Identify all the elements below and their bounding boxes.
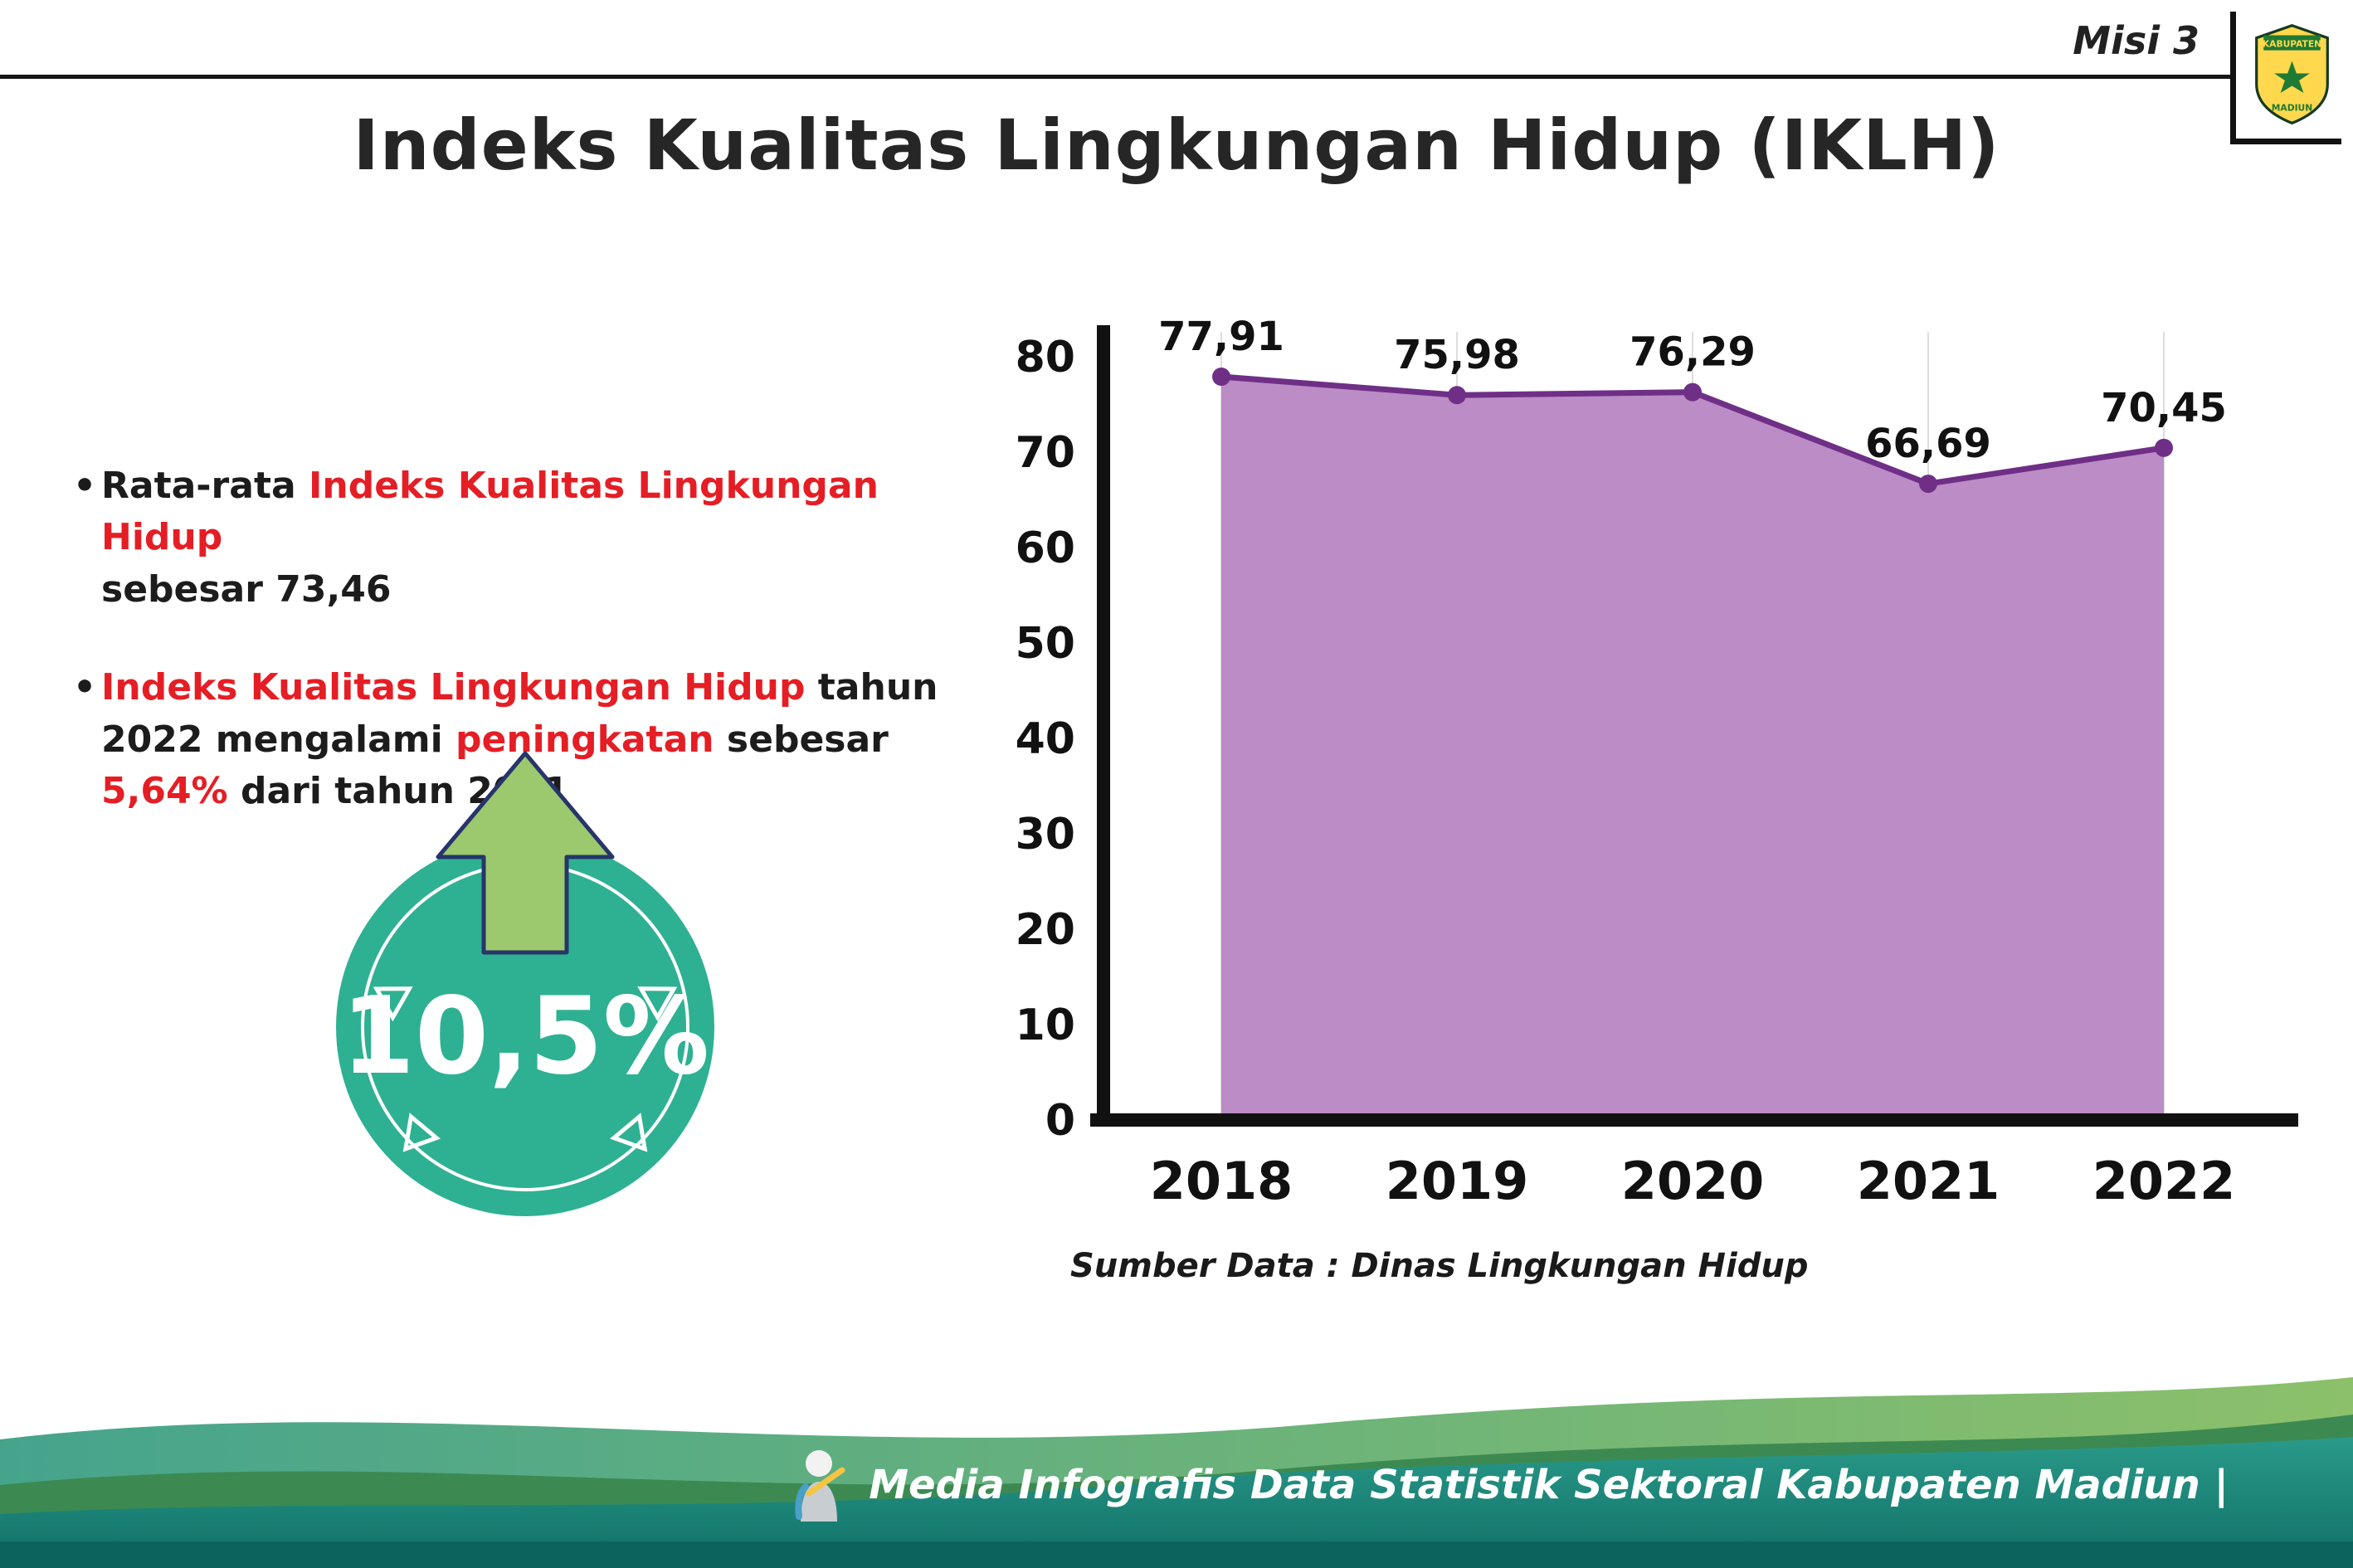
increase-badge: 10,5%: [314, 741, 737, 1222]
chart-value-label: 76,29: [1630, 329, 1756, 376]
y-axis-tick-label: 10: [1016, 1001, 1075, 1050]
bullet1-seg1: Rata-rata: [101, 465, 309, 507]
logo-banner: [2263, 35, 2321, 51]
footer-wave-graphic: [0, 1377, 2353, 1568]
chart-value-label: 77,91: [1158, 314, 1284, 360]
chart-point: [1683, 382, 1702, 402]
logo-frame: KABUPATEN MADIUN: [2230, 12, 2341, 144]
badge-circle: [336, 838, 714, 1216]
misi-label: Misi 3: [2073, 18, 2200, 63]
x-axis-label: 2022: [2092, 1151, 2236, 1211]
chart-value-label: 75,98: [1394, 332, 1520, 378]
footer-waves: [0, 1344, 2353, 1568]
chart-area: [1221, 377, 2164, 1120]
bullet2-seg4: sebesar: [714, 718, 889, 761]
logo-star: [2274, 61, 2310, 94]
bullet-average-iklh: Rata-rata Indeks Kualitas Lingkungan Hid…: [73, 460, 1002, 616]
chart-point: [1448, 386, 1466, 405]
y-axis-tick-label: 20: [1016, 905, 1075, 955]
mascot-writer-icon: [795, 1450, 845, 1522]
bullet2-seg1: Indeks Kualitas Lingkungan Hidup: [101, 666, 806, 709]
increase-badge-graphic: 10,5%: [336, 751, 714, 1216]
y-axis-tick-label: 80: [1016, 333, 1075, 382]
bullet1-seg3: sebesar 73,46: [101, 567, 392, 611]
top-divider-line: [0, 75, 2244, 79]
chart-point: [1919, 475, 1937, 494]
y-axis-tick-label: 40: [1016, 714, 1075, 764]
footer-caption: Media Infografis Data Statistik Sektoral…: [784, 1445, 2229, 1525]
footer-wave-teal: [0, 1437, 2353, 1568]
page-title: Indeks Kualitas Lingkungan Hidup (IKLH): [353, 105, 2000, 186]
footer-caption-text: Media Infografis Data Statistik Sektoral…: [869, 1462, 2229, 1508]
chart-point: [1212, 368, 1230, 387]
bullet2-seg2: tahun 2022 mengalami: [101, 666, 938, 761]
bullet2-seg3: peningkatan: [455, 718, 714, 761]
logo-text-madiun: MADIUN: [2272, 102, 2312, 113]
y-axis-tick-label: 70: [1016, 428, 1075, 478]
badge-value: 10,5%: [341, 975, 709, 1098]
kabupaten-madiun-logo: KABUPATEN MADIUN: [2255, 24, 2329, 125]
iklh-area-chart: 0 10 20 30 40 50 60 70 80 77,91 75,98 76,29 66,69 70,…: [1016, 314, 2298, 1211]
bullet1-seg2: Indeks Kualitas Lingkungan Hidup: [101, 465, 879, 559]
x-axis-label: 2018: [1150, 1151, 1293, 1211]
chart-source-note: Sumber Data : Dinas Lingkungan Hidup: [1070, 1247, 1809, 1285]
y-axis-tick-label: 0: [1045, 1096, 1075, 1146]
chart-point: [2155, 438, 2173, 457]
bullet2-seg5: 5,64%: [101, 770, 228, 813]
iklh-chart-container: 0 10 20 30 40 50 60 70 80 77,91 75,98 76,29 66,69 70,…: [979, 290, 2323, 1253]
logo-text-kabupaten: KABUPATEN: [2263, 38, 2321, 49]
x-axis-label: 2019: [1386, 1151, 1529, 1211]
x-axis-label: 2021: [1857, 1151, 2000, 1211]
chart-value-label: 66,69: [1865, 421, 1991, 467]
footer-bottom-strip: [0, 1541, 2353, 1568]
y-axis-tick-label: 50: [1016, 619, 1075, 669]
x-axis-label: 2020: [1621, 1151, 1765, 1211]
y-axis-tick-label: 30: [1016, 810, 1075, 859]
y-axis-tick-label: 60: [1016, 523, 1075, 573]
badge-triangle-decorations: [373, 986, 678, 1152]
chart-value-label: 70,45: [2101, 385, 2227, 431]
up-arrow-icon: [436, 751, 615, 955]
